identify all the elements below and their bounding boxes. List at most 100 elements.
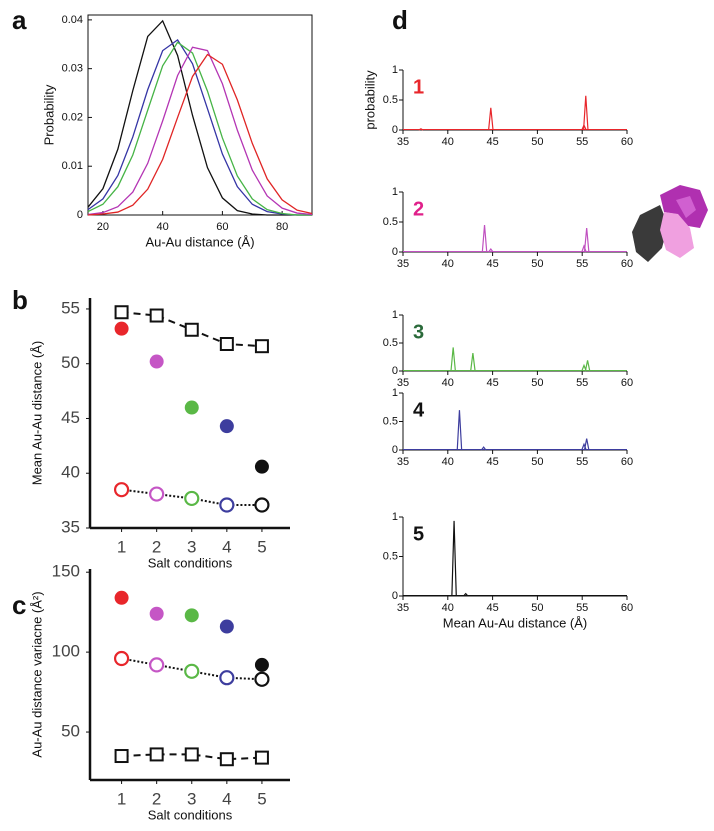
- x-tick-label: 40: [442, 456, 454, 468]
- molecule-illustration: [632, 185, 708, 262]
- x-tick-label: 2: [152, 537, 161, 556]
- x-tick-label: 35: [397, 136, 409, 148]
- x-tick-label: 55: [576, 258, 588, 270]
- x-tick-label: 1: [117, 789, 126, 808]
- square-marker: [149, 747, 164, 762]
- x-tick-label: 50: [531, 456, 543, 468]
- x-tick-label: 60: [621, 258, 633, 270]
- filled-marker: [114, 590, 129, 605]
- y-tick-label: 55: [61, 298, 80, 317]
- y-axis-label: probability: [362, 70, 377, 130]
- x-tick-label: 60: [621, 456, 633, 468]
- y-tick-label: 0.5: [383, 94, 398, 106]
- x-tick-label: 35: [397, 258, 409, 270]
- peak: [584, 360, 591, 372]
- x-tick-label: 5: [257, 789, 266, 808]
- filled-marker: [254, 459, 269, 474]
- open-marker: [184, 663, 200, 679]
- x-tick-label: 55: [576, 136, 588, 148]
- y-tick-label: 0.02: [62, 111, 83, 123]
- y-axis-label: Mean Au-Au distance (Å): [29, 341, 44, 486]
- peak: [583, 438, 590, 451]
- x-tick-label: 35: [397, 602, 409, 614]
- y-tick-label: 45: [61, 408, 80, 427]
- peak: [470, 353, 476, 372]
- x-tick-label: 40: [442, 258, 454, 270]
- peak: [581, 244, 587, 253]
- x-tick-label: 50: [531, 258, 543, 270]
- square-marker: [184, 322, 199, 337]
- y-tick-label: 1: [392, 511, 398, 523]
- peak: [581, 442, 587, 451]
- peak: [450, 347, 456, 372]
- y-tick-label: 0: [392, 124, 398, 136]
- panel-letter: b: [12, 285, 28, 315]
- x-tick-label: 5: [257, 537, 266, 556]
- y-tick-label: 0: [392, 444, 398, 456]
- peak: [456, 410, 463, 451]
- condition-label: 4: [413, 399, 425, 421]
- panel-letter: d: [392, 5, 408, 35]
- y-tick-label: 0.5: [383, 415, 398, 427]
- y-tick-label: 1: [392, 64, 398, 76]
- open-marker: [113, 482, 130, 498]
- y-tick-label: 0.04: [62, 14, 83, 26]
- y-tick-label: 1: [392, 186, 398, 198]
- curve: [87, 41, 312, 216]
- square-marker: [114, 305, 129, 320]
- square-marker: [254, 339, 269, 354]
- x-tick-label: 35: [397, 377, 409, 389]
- curve: [87, 46, 313, 216]
- condition-label: 2: [413, 198, 424, 220]
- x-tick-label: 60: [216, 221, 228, 233]
- x-tick-label: 40: [442, 136, 454, 148]
- x-tick-label: 50: [531, 602, 543, 614]
- x-axis-label: Salt conditions: [148, 555, 233, 570]
- x-tick-label: 1: [117, 537, 126, 556]
- filled-marker: [149, 354, 164, 369]
- panel-letter: c: [12, 590, 26, 620]
- x-tick-label: 40: [442, 602, 454, 614]
- x-tick-label: 40: [157, 221, 169, 233]
- x-tick-label: 60: [621, 136, 633, 148]
- y-tick-label: 0.03: [62, 63, 83, 75]
- peak: [451, 520, 457, 597]
- x-tick-label: 55: [576, 456, 588, 468]
- y-tick-label: 0: [77, 209, 83, 221]
- condition-label: 1: [413, 76, 424, 98]
- y-tick-label: 0.5: [383, 550, 398, 562]
- x-tick-label: 4: [222, 537, 231, 556]
- x-axis-label: Mean Au-Au distance (Å): [443, 615, 588, 630]
- y-tick-label: 100: [52, 642, 80, 661]
- square-marker: [254, 750, 269, 765]
- condition-label: 3: [413, 321, 424, 343]
- open-marker: [219, 497, 235, 513]
- y-tick-label: 0.5: [383, 337, 398, 349]
- y-tick-label: 0: [392, 246, 398, 258]
- curve: [87, 19, 312, 216]
- x-tick-label: 40: [442, 377, 454, 389]
- x-tick-label: 60: [621, 377, 633, 389]
- x-tick-label: 55: [576, 377, 588, 389]
- plot-frame: [87, 14, 313, 216]
- x-tick-label: 55: [576, 602, 588, 614]
- x-tick-label: 45: [486, 258, 498, 270]
- open-marker: [184, 490, 200, 507]
- x-axis-label: Au-Au distance (Å): [145, 234, 254, 249]
- curve: [87, 38, 312, 216]
- x-tick-label: 45: [486, 377, 498, 389]
- x-tick-label: 35: [397, 456, 409, 468]
- filled-marker: [219, 419, 234, 434]
- filled-marker: [114, 321, 129, 336]
- filled-marker: [219, 619, 234, 634]
- x-tick-label: 3: [187, 537, 196, 556]
- y-tick-label: 1: [392, 387, 398, 399]
- condition-label: 5: [413, 523, 424, 545]
- x-tick-label: 20: [97, 221, 109, 233]
- open-marker: [254, 671, 270, 687]
- open-marker: [113, 650, 130, 667]
- square-marker: [219, 337, 234, 351]
- y-axis-label: Probability: [41, 84, 56, 145]
